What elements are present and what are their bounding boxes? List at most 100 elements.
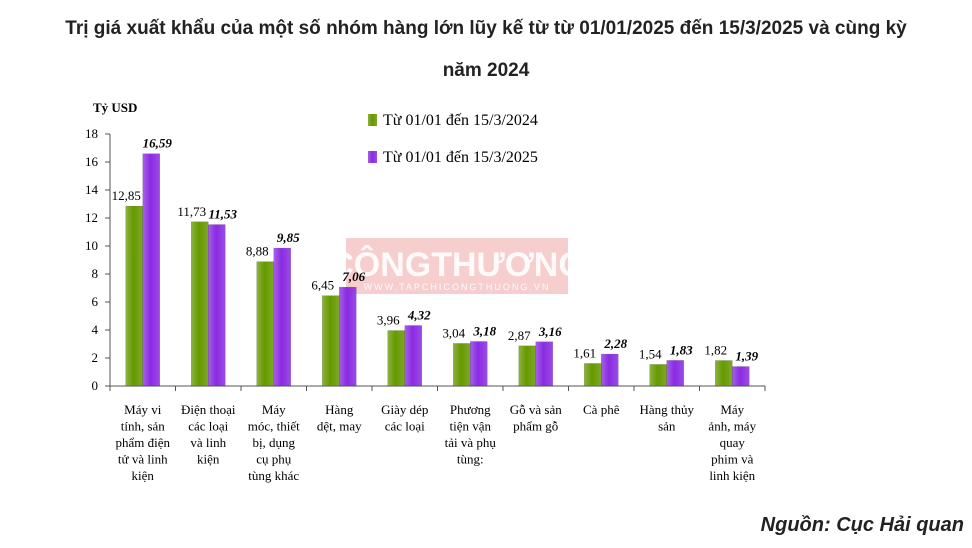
y-tick-label: 4 (92, 322, 99, 337)
y-tick-label: 12 (85, 210, 98, 225)
bar-series-2 (339, 286, 357, 387)
data-label-series-2: 11,53 (208, 207, 237, 222)
category-label: Gỗ và sản phẩm gỗ (510, 402, 562, 434)
category-label-line: tiện vận (449, 419, 491, 434)
legend: Từ 01/01 đến 15/3/2024 Từ 01/01 đến 15/3/… (368, 112, 538, 166)
data-label-series-1: 11,73 (177, 204, 206, 219)
data-label-series-2: 7,06 (342, 269, 365, 284)
bar-series-1 (191, 221, 209, 387)
chart-title-line-2: năm 2024 (442, 60, 530, 81)
category-label-line: các loại (188, 419, 228, 434)
watermark: CÔNGTHƯƠNG WWW.TAPCHICONGTHUONG.VN (329, 238, 585, 294)
source-note: Nguồn: Cục Hải quan (760, 514, 964, 536)
category-label-line: Cà phê (583, 402, 620, 417)
category-labels: Máy vi tính, sản phẩm điện tử và linh kiệnĐi… (115, 402, 756, 483)
category-label-line: phẩm gỗ (513, 419, 558, 434)
category-label-line: bị, dụng (252, 435, 295, 450)
bar-series-1 (387, 330, 405, 387)
category-label-line: phim và (711, 452, 753, 467)
bar-series-2 (535, 341, 553, 387)
category-label-line: ảnh, máy (708, 419, 756, 434)
category-label: Phương tiện vận tải và phụ tùng: (445, 402, 497, 467)
y-tick-label: 0 (92, 378, 99, 393)
data-label-series-1: 12,85 (112, 188, 141, 203)
data-label-series-2: 16,59 (143, 136, 173, 151)
legend-swatch-series-1 (368, 114, 377, 126)
watermark-background (346, 238, 568, 294)
y-tick-label: 18 (85, 126, 98, 141)
data-label-series-1: 3,96 (377, 313, 400, 328)
category-label-line: Máy vi (124, 402, 162, 417)
legend-swatch-series-2 (368, 151, 377, 163)
bar-series-1 (518, 345, 536, 387)
chart-title-line-1: Trị giá xuất khẩu của một số nhóm hàng l… (65, 18, 907, 39)
data-label-series-2: 9,85 (277, 230, 300, 245)
category-label-line: móc, thiết (248, 419, 300, 434)
category-label-line: dệt, may (317, 419, 362, 434)
category-label-line: phẩm điện (115, 435, 170, 450)
category-label-line: Điện thoại (181, 402, 236, 417)
category-label: Cà phê (583, 402, 620, 417)
category-label-line: Gỗ và sản (510, 402, 562, 417)
y-tick-label: 6 (92, 294, 99, 309)
y-tick-label: 8 (92, 266, 99, 281)
category-label-line: tử và linh (118, 452, 168, 467)
category-label-line: các loại (385, 419, 425, 434)
category-label: Máy móc, thiết bị, dụng cụ phụ tùng khác (248, 402, 300, 483)
category-label-line: tải và phụ (445, 435, 497, 450)
category-label: Điện thoại các loại và linh kiện (181, 402, 236, 467)
y-axis-label: Tỷ USD (93, 100, 137, 115)
bar-series-1 (453, 343, 471, 387)
bar-series-2 (666, 360, 684, 387)
data-label-series-2: 1,39 (735, 349, 758, 364)
category-label-line: tính, sản (121, 419, 166, 434)
data-label-series-2: 3,18 (472, 323, 496, 338)
bar-series-1 (322, 295, 340, 387)
data-label-series-1: 6,45 (311, 278, 334, 293)
category-label-line: cụ phụ (256, 452, 292, 467)
data-label-series-2: 3,16 (538, 324, 562, 339)
category-label-line: Hàng thủy (639, 402, 694, 417)
data-label-series-1: 8,88 (246, 244, 269, 259)
category-label-line: tùng: (457, 452, 484, 467)
category-label: Hàng dệt, may (317, 402, 362, 434)
legend-label-series-2: Từ 01/01 đến 15/3/2025 (383, 149, 538, 166)
bar-series-1 (715, 360, 733, 387)
category-label-line: Máy (262, 402, 286, 417)
category-label-line: kiện (197, 452, 220, 467)
category-label-line: kiện (132, 468, 155, 483)
category-label-line: tùng khác (248, 468, 299, 483)
data-label-series-1: 2,87 (508, 328, 531, 343)
bar-series-2 (273, 247, 291, 387)
watermark-text: CÔNGTHƯƠNG (329, 245, 585, 284)
data-labels: 12,85 11,73 8,88 6,45 3,96 3,04 2,87 1,61 1,54 1,… (112, 136, 759, 364)
bar-series-2 (732, 366, 750, 387)
y-tick-label: 16 (85, 154, 99, 169)
bar-series-1 (584, 363, 602, 387)
data-label-series-1: 1,54 (639, 346, 662, 361)
bar-series-1 (256, 261, 274, 387)
data-label-series-2: 4,32 (407, 308, 431, 323)
y-tick-label: 14 (85, 182, 99, 197)
data-label-series-1: 1,82 (704, 343, 727, 358)
watermark-subtext: WWW.TAPCHICONGTHUONG.VN (364, 282, 551, 292)
category-label-line: sản (658, 419, 676, 434)
category-label-line: Giày dép (381, 402, 428, 417)
bar-series-1 (649, 364, 667, 387)
category-label-line: Hàng (325, 402, 354, 417)
category-label-line: linh kiện (709, 468, 755, 483)
bar-series-2 (142, 153, 160, 387)
bar-series-2 (601, 353, 619, 387)
bar-series-1 (125, 205, 143, 387)
category-label: Máy ảnh, máy quay phim và linh kiện (708, 402, 756, 483)
category-label: Máy vi tính, sản phẩm điện tử và linh kiện (115, 402, 170, 483)
bar-series-2 (470, 341, 488, 387)
category-label-line: và linh (190, 435, 226, 450)
category-label-line: Máy (720, 402, 744, 417)
legend-label-series-1: Từ 01/01 đến 15/3/2024 (383, 112, 538, 129)
category-label: Giày dép các loại (381, 402, 428, 434)
axes: 0 2 4 6 8 10 12 14 16 18 Tỷ USD (85, 100, 766, 393)
category-label-line: Phương (450, 402, 491, 417)
bars (125, 153, 750, 387)
